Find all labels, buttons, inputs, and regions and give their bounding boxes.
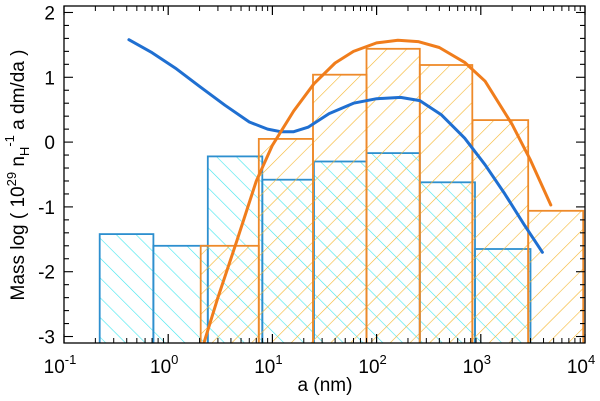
x-tick-label-1: 10-1 [44, 352, 77, 378]
y-axis-title: Mass log ( 1029 nH-1 a dm/da ) [2, 50, 32, 301]
x-axis-title: a (nm) [298, 375, 353, 396]
y-tick-label-6: -3 [38, 328, 55, 349]
blue-curve [127, 38, 544, 254]
blue-histogram-bar-2 [152, 244, 209, 343]
orange-histogram-bar-2 [257, 137, 314, 343]
curve-layer [127, 38, 553, 343]
tick-marks [63, 6, 586, 343]
y-tick-label-1: 2 [44, 4, 55, 25]
plot-frame [63, 5, 586, 344]
y-tick-label-5: -2 [38, 263, 55, 284]
x-tick-label-4: 102 [358, 352, 386, 378]
x-tick-label-3: 101 [254, 352, 282, 378]
x-tick-label-2: 100 [150, 352, 178, 378]
y-tick-label-3: 0 [44, 133, 55, 154]
orange-histogram-bar-3 [312, 73, 368, 343]
histogram-layer [98, 47, 585, 343]
y-tick-label-2: 1 [44, 68, 55, 89]
x-tick-labels: 10-1 100 101 102 103 104 [44, 352, 596, 378]
orange-histogram-bar-6 [471, 119, 530, 343]
blue-histogram-bar-1 [98, 233, 155, 343]
orange-histogram-bar-7 [527, 209, 585, 343]
y-tick-label-4: -1 [38, 198, 55, 219]
x-tick-label-6: 104 [567, 352, 595, 378]
orange-histogram-bar-4 [365, 47, 421, 343]
orange-histogram-bar-5 [418, 64, 474, 343]
y-tick-labels: 2 1 0 -1 -2 -3 [38, 4, 55, 349]
x-tick-label-5: 103 [463, 352, 491, 378]
orange-curve [202, 38, 553, 343]
